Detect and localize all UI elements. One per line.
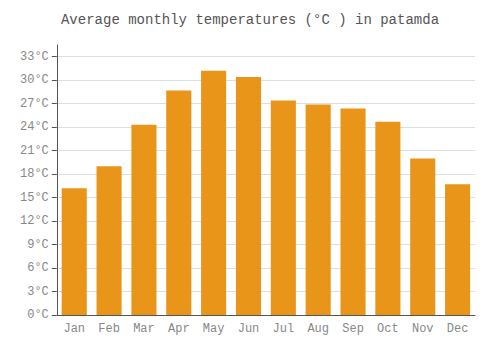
svg-text:Jul: Jul xyxy=(273,322,295,336)
svg-text:Apr: Apr xyxy=(168,322,190,336)
svg-text:0°C: 0°C xyxy=(27,308,49,322)
svg-text:Jun: Jun xyxy=(238,322,260,336)
svg-text:Average monthly temperatures (: Average monthly temperatures (°C ) in pa… xyxy=(61,12,439,28)
svg-text:15°C: 15°C xyxy=(20,191,49,205)
svg-text:6°C: 6°C xyxy=(27,261,49,275)
svg-text:Sep: Sep xyxy=(342,322,364,336)
svg-text:Oct: Oct xyxy=(377,322,399,336)
svg-text:27°C: 27°C xyxy=(20,97,49,111)
svg-text:18°C: 18°C xyxy=(20,167,49,181)
svg-text:Nov: Nov xyxy=(412,322,434,336)
svg-text:Dec: Dec xyxy=(447,322,469,336)
svg-text:Feb: Feb xyxy=(98,322,120,336)
svg-text:24°C: 24°C xyxy=(20,120,49,134)
svg-text:9°C: 9°C xyxy=(27,238,49,252)
svg-text:Jan: Jan xyxy=(63,322,85,336)
svg-text:33°C: 33°C xyxy=(20,50,49,64)
svg-text:Mar: Mar xyxy=(133,322,155,336)
svg-text:12°C: 12°C xyxy=(20,214,49,228)
svg-text:May: May xyxy=(203,322,225,336)
svg-text:Aug: Aug xyxy=(307,322,329,336)
svg-text:30°C: 30°C xyxy=(20,73,49,87)
svg-text:3°C: 3°C xyxy=(27,285,49,299)
svg-text:21°C: 21°C xyxy=(20,144,49,158)
